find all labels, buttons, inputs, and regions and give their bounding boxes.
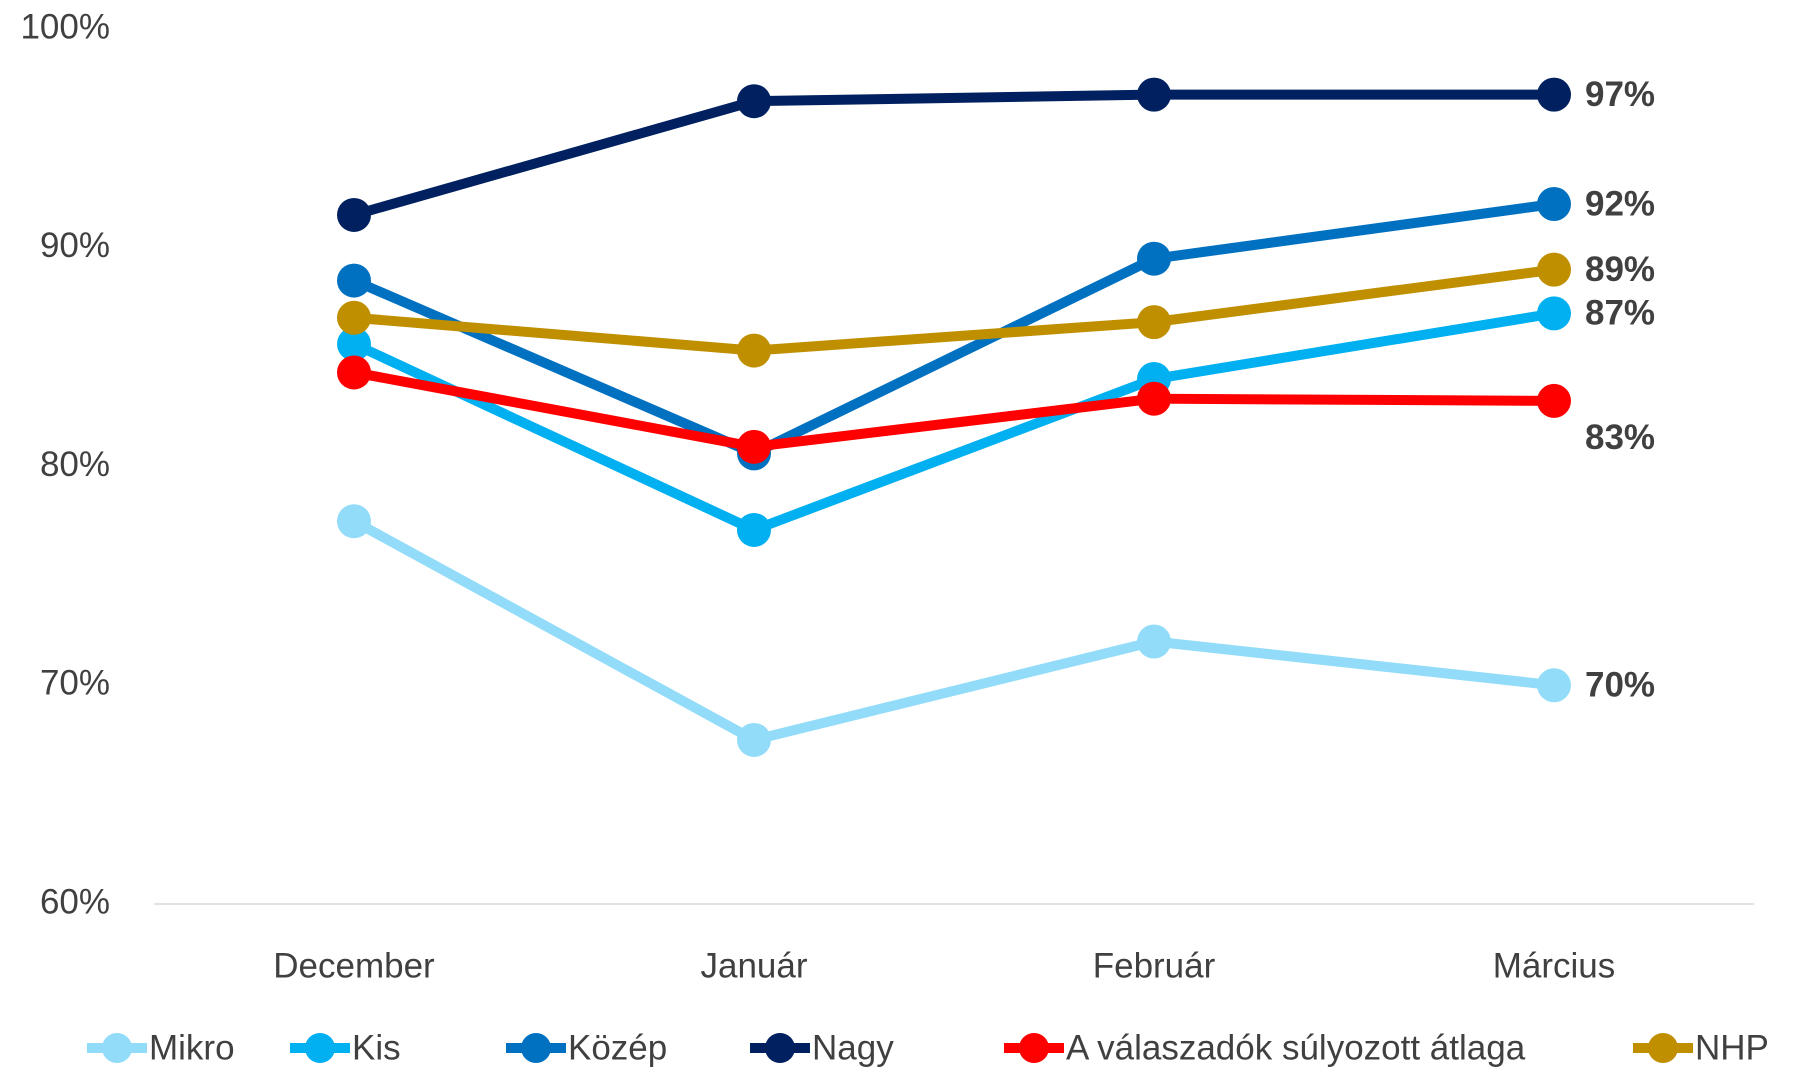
series-line [352,199,1555,459]
series-line [353,264,1555,356]
point [1537,77,1571,112]
x-tick-label: December [273,946,435,985]
y-tick-label: 100% [20,7,110,46]
y-tick-label: 90% [40,226,110,265]
legend-label: Közép [568,1028,667,1067]
legend-marker [1648,1033,1678,1063]
x-tick-label: Március [1493,946,1616,985]
legend-marker [521,1033,551,1063]
point [1537,296,1571,331]
point [737,429,771,464]
legend-label: NHP [1695,1028,1769,1067]
point [337,504,371,539]
x-tick-label: Február [1093,946,1216,985]
point [1537,383,1571,418]
value-label: 87% [1585,294,1655,333]
x-tick-label: Január [700,946,807,985]
point [337,355,371,390]
series-line [351,308,1555,535]
legend-marker [765,1033,795,1063]
value-label: 92% [1585,184,1655,223]
legend-marker [305,1033,335,1063]
point [1137,305,1171,340]
value-label: 97% [1585,75,1655,114]
series-line [352,89,1554,220]
value-label: 83% [1585,418,1655,457]
y-tick-label: 80% [40,445,110,484]
point [1137,381,1171,416]
point [1137,241,1171,276]
value-label: 89% [1585,250,1655,289]
value-label: 70% [1585,666,1655,705]
point [337,263,371,298]
legend-label: A válaszadók súlyozott átlaga [1066,1028,1526,1067]
y-tick-label: 60% [40,882,110,921]
series-line [353,367,1555,452]
point [737,722,771,757]
point [737,333,771,368]
legend-label: Mikro [149,1028,235,1067]
legend-label: Kis [352,1028,401,1067]
legend-marker [1019,1033,1049,1063]
point [737,512,771,547]
legend-marker [102,1033,132,1063]
legend-label: Nagy [812,1028,894,1067]
point [337,300,371,335]
series-line [351,516,1555,745]
y-tick-label: 70% [40,664,110,703]
point [1137,624,1171,659]
point [337,327,371,361]
point [1537,668,1571,703]
point [337,197,371,232]
point [1137,77,1171,112]
point [1537,187,1571,221]
point [1537,252,1571,287]
point [737,84,771,119]
